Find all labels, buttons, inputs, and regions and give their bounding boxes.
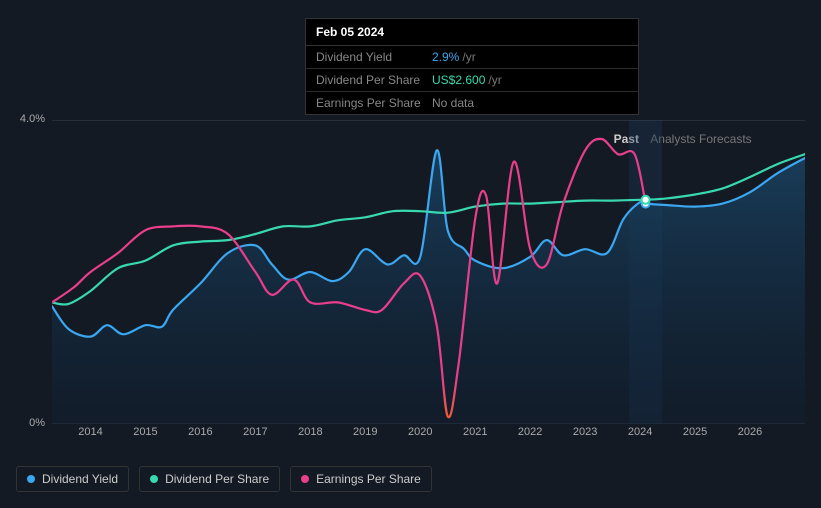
chart-tooltip: Feb 05 2024 Dividend Yield2.9%/yrDividen… bbox=[305, 18, 639, 115]
tooltip-date: Feb 05 2024 bbox=[306, 19, 638, 46]
legend-dot-icon bbox=[301, 475, 309, 483]
legend-dot-icon bbox=[27, 475, 35, 483]
tooltip-row-value: No data bbox=[432, 96, 474, 110]
y-axis-label: 0% bbox=[29, 417, 45, 429]
legend-item-earnings-per-share[interactable]: Earnings Per Share bbox=[290, 466, 432, 492]
legend-dot-icon bbox=[150, 475, 158, 483]
x-axis-label: 2017 bbox=[243, 426, 267, 438]
legend-label: Dividend Per Share bbox=[165, 472, 269, 486]
tooltip-row: Earnings Per ShareNo data bbox=[306, 92, 638, 114]
tooltip-row-value: 2.9%/yr bbox=[432, 50, 476, 64]
x-axis-label: 2025 bbox=[683, 426, 707, 438]
legend-item-dividend-yield[interactable]: Dividend Yield bbox=[16, 466, 129, 492]
x-axis-label: 2026 bbox=[738, 426, 762, 438]
x-axis-label: 2018 bbox=[298, 426, 322, 438]
x-axis-label: 2019 bbox=[353, 426, 377, 438]
x-axis-label: 2014 bbox=[78, 426, 102, 438]
y-axis-label: 4.0% bbox=[20, 113, 45, 125]
x-axis-label: 2022 bbox=[518, 426, 542, 438]
x-axis-label: 2024 bbox=[628, 426, 652, 438]
x-axis-label: 2021 bbox=[463, 426, 487, 438]
legend: Dividend Yield Dividend Per Share Earnings… bbox=[16, 466, 432, 492]
tooltip-row-label: Dividend Per Share bbox=[316, 73, 432, 87]
tooltip-row-label: Dividend Yield bbox=[316, 50, 432, 64]
tooltip-row: Dividend Per ShareUS$2.600/yr bbox=[306, 69, 638, 92]
chart-area: Past Analysts Forecasts 0%4.0% 201420152… bbox=[16, 108, 805, 448]
x-axis-label: 2015 bbox=[133, 426, 157, 438]
x-axis-label: 2016 bbox=[188, 426, 212, 438]
tooltip-row-value: US$2.600/yr bbox=[432, 73, 502, 87]
x-axis-label: 2020 bbox=[408, 426, 432, 438]
legend-label: Earnings Per Share bbox=[316, 472, 421, 486]
chart-plot bbox=[52, 120, 805, 424]
legend-item-dividend-per-share[interactable]: Dividend Per Share bbox=[139, 466, 280, 492]
x-axis-label: 2023 bbox=[573, 426, 597, 438]
tooltip-row-label: Earnings Per Share bbox=[316, 96, 432, 110]
tooltip-row: Dividend Yield2.9%/yr bbox=[306, 46, 638, 69]
legend-label: Dividend Yield bbox=[42, 472, 118, 486]
